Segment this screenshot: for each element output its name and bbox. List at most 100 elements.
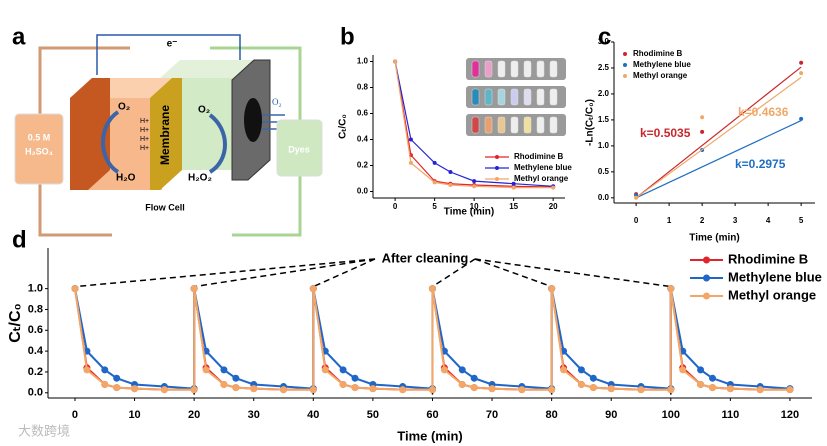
panel-label: c xyxy=(598,23,611,50)
proton-label: H+ xyxy=(140,118,149,125)
vial xyxy=(484,60,493,78)
wire xyxy=(96,34,241,75)
legend-label: Rhodimine B xyxy=(514,152,564,161)
vial xyxy=(510,60,519,78)
point xyxy=(488,385,496,393)
x-tick-label: 5 xyxy=(799,216,804,225)
x-tick-label: 40 xyxy=(307,409,319,421)
electrolyte-label: 0.5 M xyxy=(28,132,51,142)
vial xyxy=(549,116,558,134)
legend-swatch xyxy=(703,292,710,300)
point xyxy=(369,385,377,393)
legend-swatch xyxy=(495,177,499,181)
panel-label: d xyxy=(12,226,27,253)
point xyxy=(577,380,585,388)
legend-swatch xyxy=(623,74,627,78)
point xyxy=(440,366,448,374)
x-tick-label: 120 xyxy=(781,409,799,421)
point xyxy=(607,385,615,393)
y-axis-label: Cₜ/C₀ xyxy=(7,303,24,342)
point xyxy=(399,386,407,394)
x-tick-label: 1 xyxy=(667,216,672,225)
y-tick-label: 3.0 xyxy=(598,37,610,46)
vial xyxy=(471,88,480,106)
vial xyxy=(497,60,506,78)
x-tick-label: 4 xyxy=(766,216,771,225)
point xyxy=(232,384,240,392)
vial xyxy=(549,88,558,106)
annotation-leader xyxy=(432,258,476,288)
x-tick-label: 20 xyxy=(549,202,558,211)
legend-label: Rhodimine B xyxy=(633,49,683,58)
point xyxy=(220,366,228,374)
vial xyxy=(510,116,519,134)
point xyxy=(71,285,79,293)
point xyxy=(339,366,347,374)
x-tick-label: 10 xyxy=(470,202,479,211)
legend-swatch xyxy=(495,155,499,159)
vial xyxy=(471,116,480,134)
y-tick-label: 0.6 xyxy=(357,109,369,118)
point xyxy=(393,59,398,64)
vial xyxy=(497,116,506,134)
x-tick-label: 15 xyxy=(509,202,518,211)
point xyxy=(511,185,516,190)
point xyxy=(113,374,121,382)
legend-label: Methyl orange xyxy=(514,174,569,183)
point xyxy=(113,384,121,392)
legend-label: Methylene blue xyxy=(633,60,691,69)
vial xyxy=(536,88,545,106)
species-label: O₂ xyxy=(198,105,210,116)
fit-label: k=0.5035 xyxy=(640,126,691,140)
x-tick-label: 5 xyxy=(432,202,437,211)
x-tick-label: 80 xyxy=(546,409,558,421)
arrow xyxy=(101,110,120,174)
x-tick-label: 60 xyxy=(426,409,438,421)
point xyxy=(518,386,526,394)
y-tick-label: 1.0 xyxy=(28,283,43,295)
legend-label: Methyl orange xyxy=(728,287,816,302)
x-axis-label: Time (min) xyxy=(444,207,494,218)
point xyxy=(799,60,804,65)
beaker xyxy=(276,119,323,177)
x-tick-label: 0 xyxy=(393,202,398,211)
point xyxy=(351,384,359,392)
y-tick-label: 0.8 xyxy=(28,303,43,315)
point xyxy=(548,386,556,394)
y-axis-label: Cₜ/C₀ xyxy=(338,114,349,139)
y-tick-label: 1.5 xyxy=(598,115,610,124)
point xyxy=(786,386,794,394)
point xyxy=(697,366,705,374)
y-tick-label: 0.2 xyxy=(357,161,369,170)
point xyxy=(160,386,168,394)
point xyxy=(190,386,198,394)
vial xyxy=(536,60,545,78)
x-tick-label: 0 xyxy=(634,216,639,225)
point xyxy=(250,385,258,393)
point xyxy=(709,384,717,392)
arrow xyxy=(208,113,227,174)
point xyxy=(472,179,477,184)
x-tick-label: 50 xyxy=(367,409,379,421)
vial-photos xyxy=(466,58,566,136)
y-tick-label: 0.4 xyxy=(28,345,44,357)
cathode-chamber xyxy=(160,60,258,78)
x-tick-label: 110 xyxy=(721,409,739,421)
electron-label: e⁻ xyxy=(167,39,178,50)
x-tick-label: 2 xyxy=(700,216,705,225)
panel-label: b xyxy=(340,23,355,50)
species-label: H₂O xyxy=(116,173,136,184)
point xyxy=(190,285,198,293)
point xyxy=(101,366,109,374)
legend-swatch xyxy=(703,256,710,264)
proton-label: H+ xyxy=(140,145,149,152)
membrane-label: Membrane xyxy=(158,105,172,165)
legend-swatch xyxy=(495,166,499,170)
x-tick-label: 20 xyxy=(188,409,200,421)
point xyxy=(458,380,466,388)
membrane xyxy=(150,78,182,190)
legend-swatch xyxy=(703,274,710,282)
point xyxy=(428,285,436,293)
vial xyxy=(471,60,480,78)
point xyxy=(756,386,764,394)
